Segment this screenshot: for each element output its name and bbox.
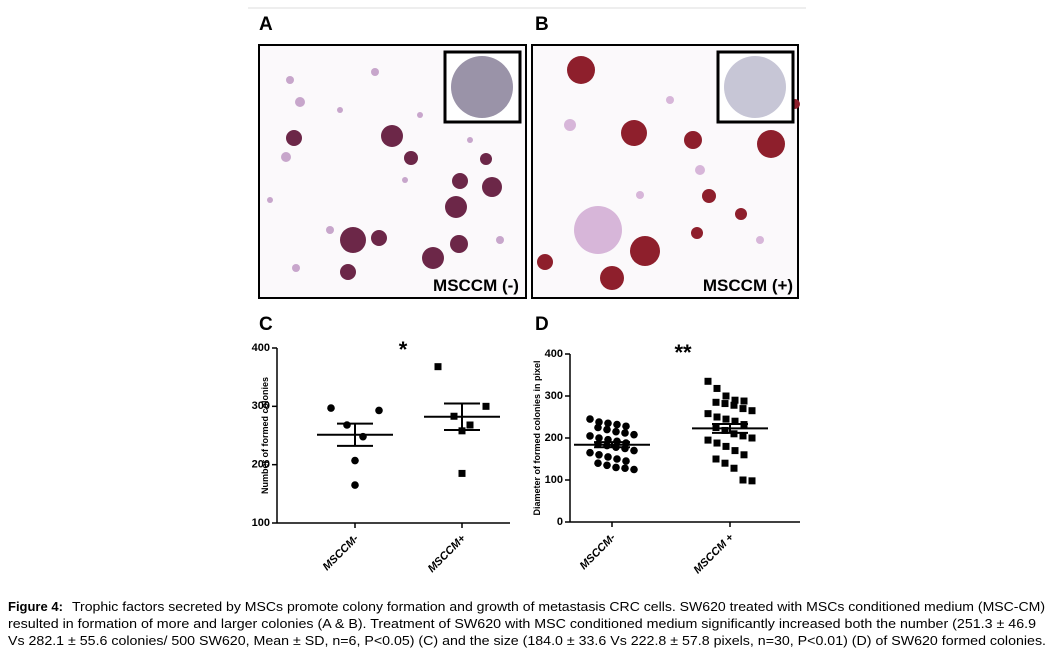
point [604, 453, 612, 461]
point [713, 384, 721, 392]
y-tick-label: 200 [545, 432, 563, 444]
point [434, 363, 442, 371]
point [730, 464, 738, 472]
x-tick-label: MSCCM + [692, 531, 737, 576]
point [739, 432, 747, 440]
point [630, 465, 638, 474]
point [722, 442, 730, 450]
point [327, 404, 335, 412]
point [466, 421, 474, 429]
caption-line: Vs 282.1 ± 55.6 colonies/ 500 SW620, Mea… [8, 633, 1046, 648]
point [721, 400, 729, 408]
chart: C * Number of formed colonies 100 200 300 400 M… [252, 314, 510, 575]
point [586, 415, 594, 423]
point [621, 464, 629, 473]
point [704, 410, 712, 418]
point [712, 398, 720, 406]
point [622, 422, 630, 431]
x-tick-label: MSCCM+ [426, 532, 469, 575]
panel-label: A [259, 14, 273, 35]
point [740, 451, 748, 459]
y-tick-label: 300 [545, 390, 563, 402]
point [739, 405, 747, 413]
y-tick-label: 0 [557, 516, 563, 528]
y-tick-label: 400 [252, 342, 270, 354]
caption-line: Trophic factors secreted by MSCs promote… [72, 599, 1045, 614]
chart: D ** Diameter of formed colonies in pixel 0… [532, 314, 800, 576]
point [351, 456, 359, 465]
micrograph-a: MSCCM (-) [258, 44, 527, 299]
point [595, 451, 603, 459]
point [739, 476, 747, 484]
point [722, 392, 730, 400]
point [748, 434, 756, 442]
y-tick-label: 100 [545, 474, 563, 486]
point [731, 396, 739, 404]
point [731, 447, 739, 455]
point [612, 427, 620, 436]
point [630, 430, 638, 439]
annotation: * [399, 337, 408, 362]
point [613, 420, 621, 429]
point [721, 459, 729, 467]
y-tick-label: 300 [252, 400, 270, 412]
point [621, 444, 629, 453]
micrograph-label: MSCCM (-) [433, 276, 519, 295]
point [622, 457, 630, 465]
point [621, 429, 629, 437]
x-tick-label: MSCCM- [321, 532, 362, 573]
point [603, 425, 611, 434]
point [594, 423, 602, 432]
y-tick-label: 100 [252, 517, 270, 529]
point [586, 432, 594, 440]
point [594, 459, 602, 468]
point [604, 419, 612, 428]
caption-label: Figure 4: [8, 599, 63, 614]
micrograph-label: MSCCM (+) [703, 276, 793, 295]
panel-label: B [535, 14, 549, 35]
point [748, 407, 756, 415]
point [612, 463, 620, 472]
point [731, 417, 739, 425]
x-tick-label: MSCCM- [578, 531, 619, 572]
point [458, 469, 466, 477]
point [721, 426, 729, 434]
point [343, 421, 351, 429]
point [482, 402, 490, 410]
point [630, 446, 638, 455]
y-axis-label: Diameter of formed colonies in pixel [532, 360, 542, 515]
point [748, 477, 756, 485]
caption-line: resulted in formation of more and larger… [8, 616, 1036, 631]
y-axis-label: Number of formed colonies [260, 377, 270, 494]
point [704, 377, 712, 385]
panel-label: C [259, 314, 273, 335]
annotation: ** [674, 340, 692, 365]
point [595, 434, 603, 442]
point [704, 436, 712, 444]
point [351, 481, 359, 489]
micrograph-b: MSCCM (+) [531, 44, 800, 299]
point [713, 439, 721, 447]
point [603, 461, 611, 470]
point [740, 397, 748, 405]
y-tick-label: 200 [252, 459, 270, 471]
point [712, 455, 720, 463]
point [375, 406, 383, 415]
point [613, 455, 621, 463]
panel-label: D [535, 314, 549, 335]
point [722, 415, 730, 423]
point [713, 413, 721, 421]
y-tick-label: 400 [545, 348, 563, 360]
point [730, 401, 738, 409]
point [586, 448, 594, 457]
